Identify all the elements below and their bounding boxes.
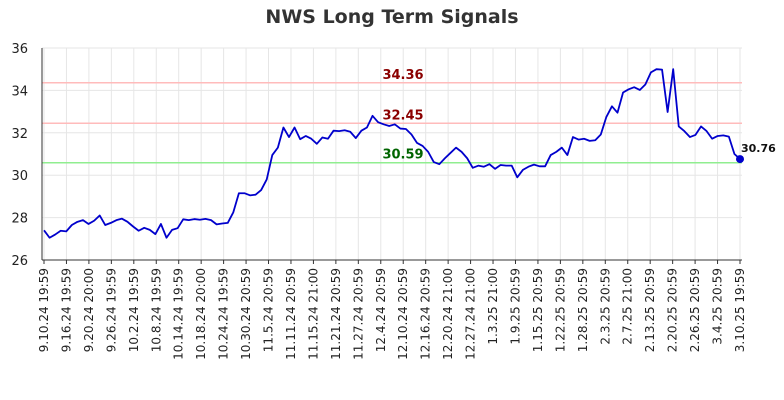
y-tick-label: 34 xyxy=(11,84,28,99)
x-tick-label: 1.15.25 20:59 xyxy=(531,268,545,352)
x-tick-label: 12.10.24 20:59 xyxy=(396,268,410,360)
x-tick-label: 9.26.24 19:59 xyxy=(104,268,118,352)
x-tick-label: 1.9.25 20:59 xyxy=(508,268,522,345)
last-point-marker xyxy=(736,155,744,164)
x-tick-label: 2.7.25 21:00 xyxy=(621,268,635,345)
x-tick-label: 2.26.25 20:59 xyxy=(688,268,702,352)
x-tick-label: 11.5.24 20:59 xyxy=(262,268,276,352)
x-tick-label: 11.11.24 20:59 xyxy=(284,268,298,360)
signal-levels xyxy=(42,82,742,164)
last-value-label: 30.76 xyxy=(741,142,776,155)
x-tick-label: 10.14.24 19:59 xyxy=(172,268,186,360)
x-tick-label: 1.22.25 20:59 xyxy=(553,268,567,352)
x-tick-label: 2.20.25 20:59 xyxy=(666,268,680,352)
x-tick-label: 11.15.24 21:00 xyxy=(306,268,320,360)
level-label: 30.59 xyxy=(382,148,423,163)
x-tick-label: 3.10.25 19:59 xyxy=(733,268,747,352)
level-label: 34.36 xyxy=(382,68,423,83)
x-tick-label: 9.20.24 20:00 xyxy=(82,268,96,352)
x-tick-label: 12.16.24 20:59 xyxy=(419,268,433,360)
x-tick-label: 11.21.24 20:59 xyxy=(329,268,343,360)
x-tick-label: 10.30.24 20:59 xyxy=(239,268,253,360)
x-tick-label: 12.27.24 21:00 xyxy=(464,268,478,360)
chart-title: NWS Long Term Signals xyxy=(265,6,519,28)
y-tick-label: 36 xyxy=(11,42,28,57)
x-tick-label: 10.2.24 19:59 xyxy=(127,268,141,352)
x-tick-label: 9.10.24 19:59 xyxy=(37,268,51,352)
y-tick-label: 28 xyxy=(11,212,28,227)
x-tick-label: 2.13.25 20:59 xyxy=(643,268,657,352)
price-series xyxy=(43,68,744,239)
y-tick-label: 30 xyxy=(11,169,28,184)
x-tick-label: 10.24.24 19:59 xyxy=(217,268,231,360)
x-tick-label: 11.27.24 20:59 xyxy=(351,268,365,360)
axes xyxy=(41,48,742,264)
y-tick-label: 26 xyxy=(11,254,28,269)
x-tick-label: 3.4.25 20:59 xyxy=(711,268,725,345)
x-tick-label: 10.18.24 20:00 xyxy=(194,268,208,360)
x-tick-label: 1.28.25 20:59 xyxy=(576,268,590,352)
x-tick-label: 2.3.25 20:59 xyxy=(598,268,612,345)
y-tick-label: 32 xyxy=(11,127,28,142)
chart-labels: 26 28 30 32 34 36 9.10.24 19:59 9.16.24 19:59 9.… xyxy=(11,42,776,360)
price-line xyxy=(43,68,741,239)
x-tick-label: 10.8.24 19:59 xyxy=(149,268,163,352)
x-tick-label: 9.16.24 19:59 xyxy=(59,268,73,352)
level-label: 32.45 xyxy=(382,108,423,123)
x-tick-label: 12.20.24 21:00 xyxy=(441,268,455,360)
x-tick-label: 1.3.25 21:00 xyxy=(486,268,500,345)
x-tick-label: 12.4.24 20:59 xyxy=(374,268,388,352)
